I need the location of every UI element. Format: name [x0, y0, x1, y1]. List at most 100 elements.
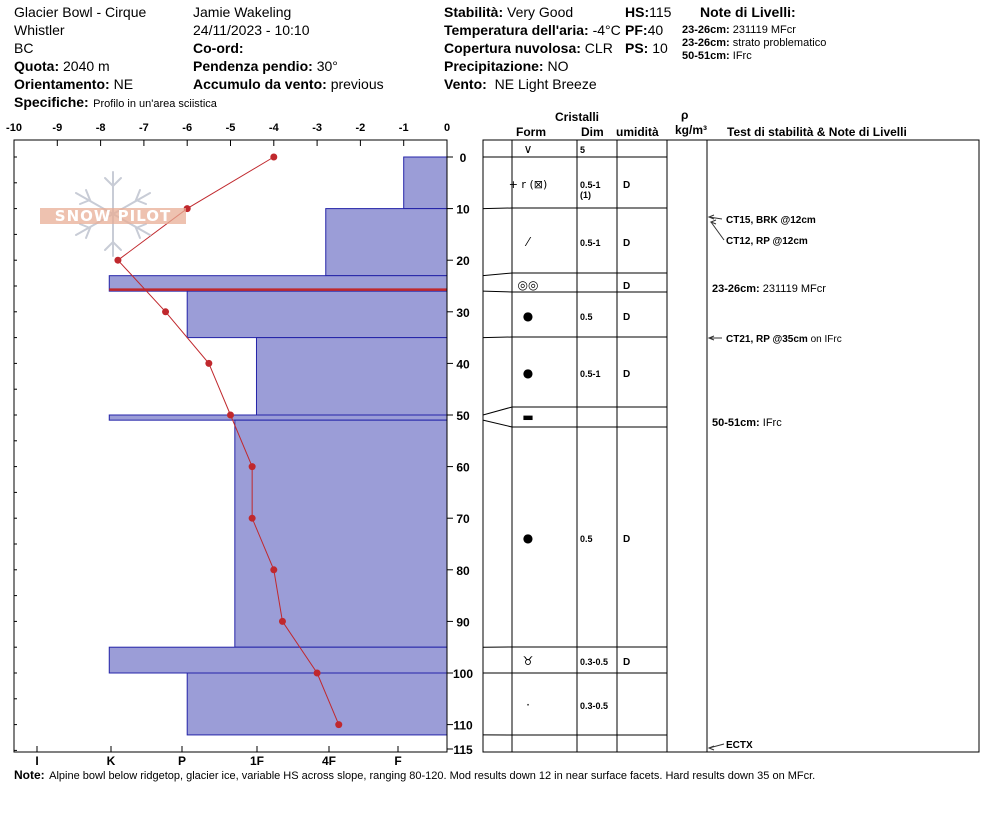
test-result: CT21, RP @35cm — [726, 334, 808, 345]
quota-row: Quota: 2040 m — [14, 59, 110, 73]
layer-note-right: 50-51cm: IFrc — [712, 417, 782, 429]
crystal-size: 0.5 — [580, 312, 593, 322]
snowpilot-logo: SNOW PILOT — [40, 171, 186, 257]
air-temp-row: Temperatura dell'aria: -4°C — [444, 23, 621, 37]
temperature-point — [313, 669, 321, 677]
test-arrow-head — [707, 214, 715, 220]
crystal-moisture: D — [623, 657, 630, 668]
crystal-size-extra: (1) — [580, 190, 591, 200]
hardness-tick-label: 4F — [322, 754, 336, 768]
temp-tick-label: -6 — [182, 122, 192, 134]
spec-row: Specifiche: Profilo in un'area sciistica — [14, 95, 217, 111]
temp-tick-label: -7 — [139, 122, 149, 134]
hardness-bar — [255, 337, 448, 416]
quota-value: 2040 m — [63, 58, 110, 74]
layer-connector — [482, 290, 513, 293]
depth-tick-label: 0 — [460, 151, 467, 165]
tests-header: Test di stabilità & Note di Livelli — [727, 125, 907, 139]
layer-connector — [482, 336, 513, 339]
crystal-size: 0.3-0.5 — [580, 701, 608, 711]
test-result: ECTX — [726, 740, 753, 751]
stability-test: CT15, BRK @12cm — [726, 215, 816, 226]
slope-label: Pendenza pendio: — [193, 58, 313, 74]
hardness-tick-label: P — [178, 754, 186, 768]
depth-tick-label: 90 — [456, 615, 470, 629]
layer-note-range: 23-26cm: — [712, 283, 760, 295]
test-result: CT12, RP @12cm — [726, 236, 808, 247]
temperature-point — [114, 256, 122, 264]
temp-tick-label: -4 — [269, 122, 280, 134]
crystal-moisture: D — [623, 312, 630, 323]
moisture-header: umidità — [616, 125, 659, 139]
layer-note-2: 23-26cm: strato problematico — [682, 38, 826, 49]
temp-tick-label: -3 — [312, 122, 322, 134]
hardness-tick-label: K — [107, 754, 116, 768]
depth-tick-label: 40 — [456, 357, 470, 371]
layer-connector — [482, 419, 513, 428]
precip-value: NO — [547, 58, 569, 74]
ps-row: PS: 10 — [625, 41, 668, 55]
footer-note: Note: Alpine bowl below ridgetop, glacie… — [14, 767, 815, 783]
layer-notes-title: Note di Livelli: — [700, 4, 796, 20]
crystal-size: 0.5-1 — [580, 369, 601, 379]
temp-tick-label: 0 — [444, 122, 450, 134]
temperature-point — [270, 153, 278, 161]
depth-tick-label: 70 — [456, 512, 470, 526]
temperature-point — [227, 411, 234, 419]
crystal-moisture: D — [623, 369, 630, 380]
crystal-size: 0.5-1 — [580, 238, 601, 248]
pf-value: 40 — [647, 22, 664, 38]
wind-value: NE Light Breeze — [494, 76, 597, 92]
form-header: Form — [516, 125, 546, 139]
layer-note-1: 23-26cm: 231119 MFcr — [682, 25, 796, 36]
layer-connector — [482, 406, 513, 416]
hardness-bar — [403, 156, 448, 210]
crystal-form: ♉ — [523, 654, 534, 668]
layer-connector — [482, 207, 513, 210]
air-temp-value: -4°C — [592, 22, 621, 38]
stability-test: CT12, RP @12cm — [726, 236, 808, 247]
layer-note-right: 23-26cm: 231119 MFcr — [712, 283, 826, 295]
temperature-profile-line — [117, 156, 340, 725]
test-result: CT15, BRK @12cm — [726, 215, 816, 226]
wind-accumulation-label: Accumulo da vento: — [193, 76, 327, 92]
ps-value: 10 — [652, 40, 668, 56]
stability-test: ECTX — [726, 740, 753, 751]
depth-tick-label: 30 — [456, 306, 470, 320]
crystal-form: · — [526, 698, 530, 712]
hardness-tick-label: F — [394, 754, 401, 768]
test-arrow — [710, 221, 725, 241]
crystal-form: + r (⊠) — [509, 178, 548, 191]
crystal-moisture: D — [623, 180, 630, 191]
orientation-label: Orientamento: — [14, 76, 110, 92]
test-arrow-head — [709, 219, 717, 225]
wind-label: Vento: — [444, 76, 487, 92]
orientation-row: Orientamento: NE — [14, 77, 133, 91]
layer-note-range: 50-51cm: — [682, 50, 730, 62]
hardness-bar — [108, 646, 448, 674]
temp-tick-label: -5 — [226, 122, 236, 134]
density-unit: kg/m³ — [675, 123, 708, 137]
hardness-bar — [186, 672, 448, 736]
layer-note-range: 23-26cm: — [682, 24, 730, 36]
hs-value: 115 — [649, 4, 672, 20]
crystal-form: ● — [523, 531, 533, 545]
observer-name: Jamie Wakeling — [193, 4, 292, 20]
layer-connector — [482, 272, 513, 277]
hardness-bar — [186, 290, 448, 339]
temperature-point — [248, 463, 256, 471]
logo-text: SNOW PILOT — [55, 207, 171, 225]
density-symbol: ρ — [681, 108, 689, 122]
crystal-size: 0.5 — [580, 534, 593, 544]
crystal-form: ● — [523, 309, 533, 323]
pf-label: PF: — [625, 22, 648, 38]
layer-note-text: 231119 MFcr — [760, 283, 827, 295]
temperature-point — [205, 359, 213, 367]
cloud-label: Copertura nuvolosa: — [444, 40, 581, 56]
cloud-row: Copertura nuvolosa: CLR — [444, 41, 613, 55]
size-header: Dim — [581, 125, 604, 139]
region-name: Whistler — [14, 22, 65, 38]
temperature-point — [162, 308, 170, 316]
stability-label: Stabilità: — [444, 4, 504, 20]
wind-accumulation-row: Accumulo da vento: previous — [193, 77, 384, 91]
